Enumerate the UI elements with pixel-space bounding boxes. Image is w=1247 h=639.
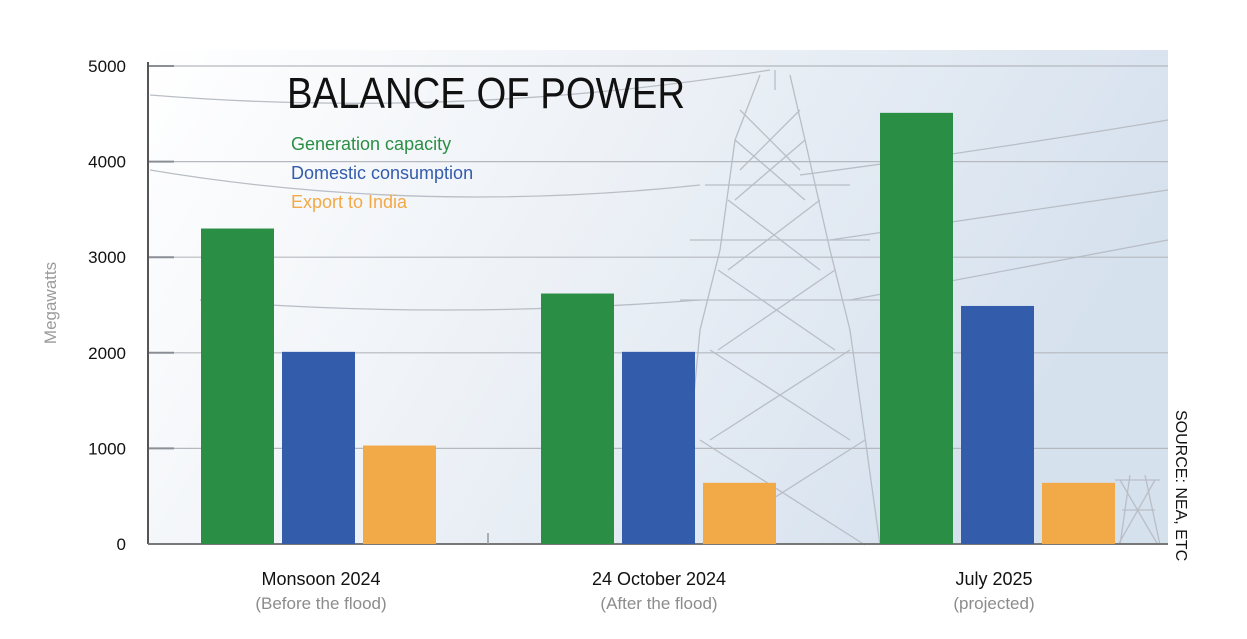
bar [703,482,776,544]
y-tick-labels: 0 1000 2000 3000 4000 5000 [88,57,126,554]
category-sublabel: (Before the flood) [255,594,386,613]
category-label: 24 October 2024 [592,569,726,589]
bar [961,305,1034,544]
legend-entry: Domestic consumption [291,163,473,183]
source-note: SOURCE: NEA, ETC [1172,410,1189,561]
bar [1042,482,1115,544]
chart-title: BALANCE OF POWER [287,69,685,118]
category-label: Monsoon 2024 [261,569,380,589]
y-axis-label: Megawatts [41,262,60,344]
y-tick-label: 1000 [88,439,126,458]
category-sublabel: (After the flood) [600,594,717,613]
y-tick-label: 0 [117,535,126,554]
y-tick-label: 2000 [88,344,126,363]
y-tick-label: 3000 [88,248,126,267]
legend-entry: Generation capacity [291,134,451,154]
bar [880,112,953,545]
legend-entry: Export to India [291,192,408,212]
category-sublabel: (projected) [953,594,1034,613]
bar [201,228,274,544]
category-label: July 2025 [955,569,1032,589]
bars [201,112,1115,545]
bar [282,351,355,544]
y-tick-label: 4000 [88,153,126,172]
category-labels: Monsoon 2024 (Before the flood) 24 October… [255,569,1034,613]
legend: Generation capacity Domestic consumption E… [291,134,473,212]
y-tick-label: 5000 [88,57,126,76]
bar [541,293,614,544]
bar [363,445,436,544]
bar [622,351,695,544]
